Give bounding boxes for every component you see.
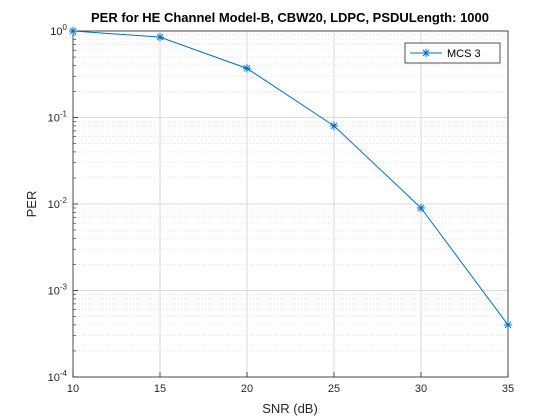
- marker-stroke: [422, 49, 430, 57]
- marker-stroke: [69, 27, 77, 35]
- x-tick-label: 20: [241, 383, 253, 395]
- x-tick-label: 10: [67, 383, 79, 395]
- marker-stroke: [330, 122, 338, 130]
- y-axis-label: PER: [24, 191, 39, 218]
- y-tick-label: 100: [50, 23, 67, 38]
- data-point: [155, 32, 165, 42]
- x-tick-label: 25: [328, 383, 340, 395]
- tick-labels: 10-4 10-3 10-2 10-1 100 10 15 20 25 30 35: [48, 23, 515, 395]
- y-tick-label: 10-4: [48, 369, 68, 384]
- x-tick-label: 30: [415, 383, 427, 395]
- series-layer: [68, 26, 513, 330]
- data-point: [416, 203, 426, 213]
- legend: MCS 3: [404, 42, 501, 64]
- data-point: [68, 26, 78, 36]
- legend-label: MCS 3: [447, 48, 481, 60]
- x-tick-label: 35: [502, 383, 514, 395]
- marker-stroke: [417, 204, 425, 212]
- y-tick-label: 10-1: [48, 110, 68, 125]
- x-axis-label: SNR (dB): [262, 401, 318, 416]
- y-tick-label: 10-2: [48, 196, 68, 211]
- data-point: [329, 121, 339, 131]
- marker-stroke: [504, 321, 512, 329]
- legend-marker: [421, 48, 431, 58]
- legend-asterisk: [421, 48, 431, 58]
- series-line: [72, 30, 509, 326]
- y-tick-label: 10-3: [48, 283, 68, 298]
- x-tick-label: 15: [154, 383, 166, 395]
- chart-title: PER for HE Channel Model-B, CBW20, LDPC,…: [91, 10, 489, 25]
- marker-stroke: [156, 33, 164, 41]
- data-point: [242, 64, 252, 73]
- marker-stroke: [243, 64, 251, 72]
- legend-box: [404, 42, 501, 64]
- data-point: [503, 320, 513, 330]
